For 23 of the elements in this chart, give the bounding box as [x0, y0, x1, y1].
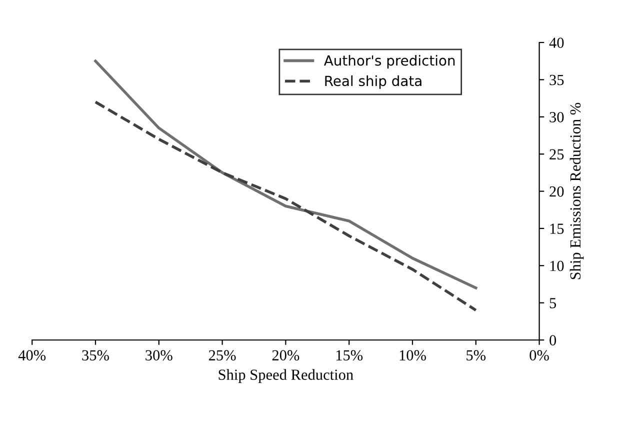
x-tick-label: 10% — [400, 350, 426, 361]
x-tick-label: 35% — [82, 350, 109, 361]
legend-label: Author's prediction — [324, 55, 455, 68]
y-tick-label: 0 — [550, 335, 556, 346]
y-tick-label: 5 — [550, 298, 556, 308]
y-tick-label: 30 — [550, 112, 564, 122]
x-tick-label: 20% — [272, 350, 300, 361]
legend-label: Real ship data — [325, 75, 422, 89]
line-series — [94, 100, 478, 312]
x-tick-label: 5% — [466, 350, 486, 361]
y-tick-label: 15 — [550, 224, 564, 234]
y-tick-label: 40 — [549, 38, 564, 48]
x-tick-label: 0% — [530, 350, 549, 361]
y-tick-label: 25 — [550, 149, 564, 160]
x-tick-label: 40% — [18, 350, 46, 361]
x-axis-title: Ship Speed Reduction — [218, 369, 354, 383]
y-tick-label: 35 — [550, 74, 564, 86]
y-tick-label: 10 — [550, 260, 564, 272]
x-tick-label: 15% — [336, 350, 363, 361]
x-tick-label: 30% — [146, 350, 172, 361]
y-tick-label: 20 — [550, 186, 564, 197]
x-tick-label: 25% — [208, 350, 236, 361]
y-axis-title: Ship Emissions Reduction % — [570, 102, 584, 280]
